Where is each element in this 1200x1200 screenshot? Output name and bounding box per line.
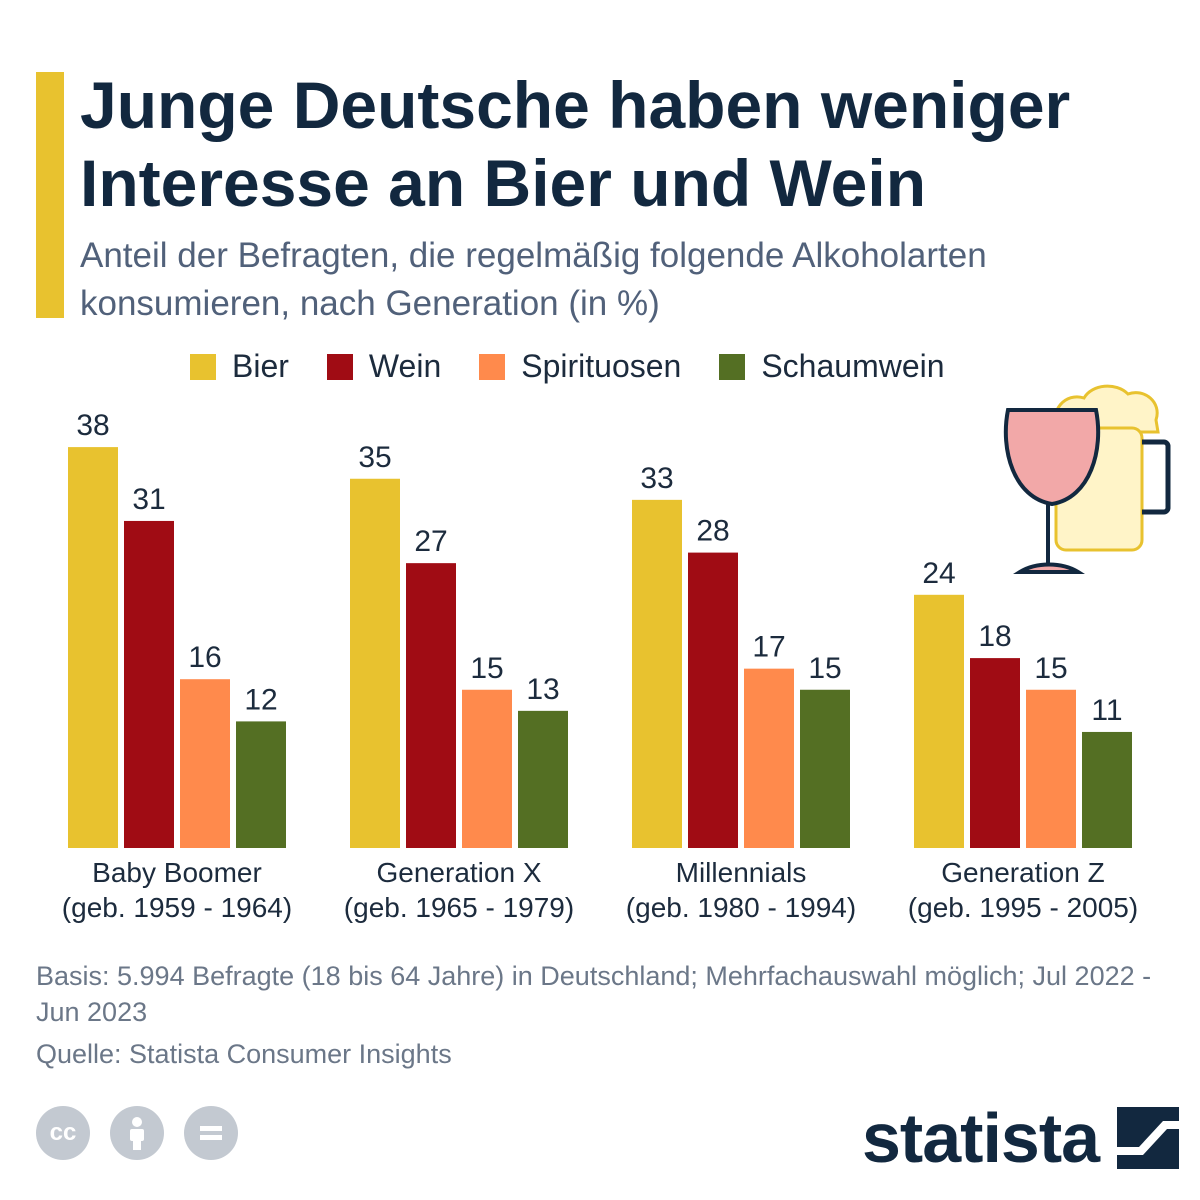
chart-subtitle: Anteil der Befragten, die regelmäßig fol…	[80, 236, 987, 323]
category-label-generation-z: Generation Z	[941, 857, 1104, 888]
statista-logo[interactable]: statista	[862, 1098, 1180, 1178]
person-glyph	[130, 1117, 144, 1150]
bar-millennials-schaumwein	[800, 689, 850, 848]
legend-item-spirituosen: Spirituosen	[479, 348, 681, 385]
bar-millennials-spirituosen	[744, 668, 794, 848]
data-label-baby-boomer-wein: 31	[132, 483, 165, 516]
category-sublabel-generation-z: (geb. 1995 - 2005)	[908, 892, 1138, 923]
data-label-generation-x-schaumwein: 13	[526, 673, 559, 706]
bars-group	[68, 447, 1132, 848]
legend-label-wein: Wein	[368, 348, 442, 384]
bar-generation-x-schaumwein	[518, 710, 568, 848]
data-label-millennials-spirituosen: 17	[752, 631, 785, 664]
data-label-baby-boomer-schaumwein: 12	[244, 683, 277, 716]
data-label-millennials-schaumwein: 15	[808, 652, 841, 685]
statista-logo-mark-icon	[1117, 1107, 1180, 1169]
legend-swatch-schaumwein	[719, 353, 746, 380]
data-label-generation-z-wein: 18	[978, 620, 1011, 653]
legend-swatch-bier	[190, 353, 216, 380]
license-icons: cc	[36, 1106, 258, 1160]
bar-chart: 38 31 16 12 Baby Boomer (geb. 1959 - 1964) 35 2…	[62, 384, 1171, 923]
category-sublabel-generation-x: (geb. 1965 - 1979)	[344, 892, 574, 923]
data-label-generation-x-wein: 27	[414, 525, 447, 558]
bar-generation-z-spirituosen	[1026, 689, 1076, 848]
no-derivatives-icon[interactable]	[184, 1106, 238, 1160]
footer-basis: Basis: 5.994 Befragte (18 bis 64 Jahre) …	[36, 961, 1152, 1027]
bar-generation-z-schaumwein	[1082, 731, 1132, 848]
attribution-icon[interactable]	[110, 1106, 164, 1160]
data-label-millennials-wein: 28	[696, 515, 729, 548]
data-label-baby-boomer-spirituosen: 16	[188, 641, 221, 674]
category-label-generation-x: Generation X	[377, 857, 542, 888]
bar-generation-x-bier	[350, 478, 400, 848]
data-label-generation-x-spirituosen: 15	[470, 652, 503, 685]
logo-text: statista	[862, 1099, 1100, 1177]
cc-icon[interactable]: cc	[36, 1106, 90, 1160]
bar-generation-x-wein	[406, 563, 456, 848]
title-accent-bar	[36, 72, 64, 318]
data-label-generation-z-bier: 24	[922, 557, 955, 590]
bar-generation-x-spirituosen	[462, 689, 512, 848]
category-sublabel-millennials: (geb. 1980 - 1994)	[626, 892, 856, 923]
equals-glyph	[200, 1126, 222, 1140]
data-label-generation-z-spirituosen: 15	[1034, 652, 1067, 685]
bar-generation-z-bier	[914, 594, 964, 848]
category-label-millennials: Millennials	[676, 857, 807, 888]
legend: Bier Wein Spirituosen Schaumwein	[190, 348, 983, 385]
data-label-generation-x-bier: 35	[358, 441, 391, 474]
category-label-baby-boomer: Baby Boomer	[92, 857, 262, 888]
bar-baby-boomer-schaumwein	[236, 721, 286, 848]
legend-swatch-spirituosen	[479, 353, 506, 380]
data-label-generation-z-schaumwein: 11	[1091, 694, 1122, 727]
legend-item-schaumwein: Schaumwein	[719, 348, 945, 385]
data-label-millennials-bier: 33	[640, 462, 673, 495]
chart-title: Junge Deutsche haben weniger Interesse a…	[80, 68, 1071, 220]
labels-group: 38 31 16 12 Baby Boomer (geb. 1959 - 1964) 35 2…	[62, 409, 1138, 923]
bar-baby-boomer-spirituosen	[180, 679, 230, 848]
bar-millennials-bier	[632, 499, 682, 848]
bar-millennials-wein	[688, 552, 738, 848]
bar-baby-boomer-bier	[68, 447, 118, 848]
bar-baby-boomer-wein	[124, 520, 174, 848]
legend-label-schaumwein: Schaumwein	[761, 348, 945, 384]
bar-generation-z-wein	[970, 658, 1020, 848]
category-sublabel-baby-boomer: (geb. 1959 - 1964)	[62, 892, 292, 923]
footer-source: Quelle: Statista Consumer Insights	[36, 1039, 452, 1069]
legend-label-spirituosen: Spirituosen	[521, 348, 682, 384]
data-label-baby-boomer-bier: 38	[76, 409, 109, 442]
legend-swatch-wein	[326, 353, 353, 380]
legend-label-bier: Bier	[232, 348, 289, 384]
wine-glass-icon	[1003, 408, 1101, 574]
legend-item-wein: Wein	[326, 348, 442, 385]
legend-item-bier: Bier	[190, 348, 289, 385]
